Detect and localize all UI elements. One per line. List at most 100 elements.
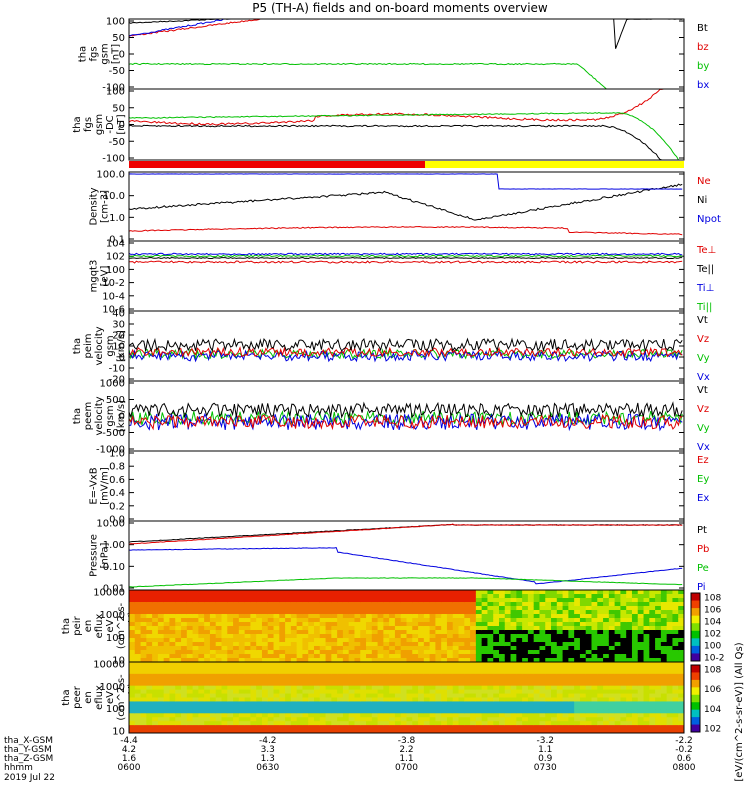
spectrogram-cell: [655, 709, 662, 714]
spectrogram-cell: [314, 677, 321, 683]
spectrogram-cell: [423, 634, 431, 639]
spectrogram-cell: [475, 642, 483, 647]
spectrogram-cell: [250, 622, 257, 627]
spectrogram-cell: [319, 705, 327, 710]
spectrogram-cell: [446, 598, 454, 603]
spectrogram-cell: [452, 598, 460, 603]
spectrogram-cell: [296, 685, 303, 691]
spectrogram-cell: [545, 650, 552, 655]
spectrogram-cell: [163, 618, 170, 623]
spectrogram-cell: [562, 717, 569, 722]
spectrogram-cell: [296, 654, 303, 659]
spectrogram-cell: [279, 669, 286, 675]
spectrogram-cell: [360, 622, 367, 627]
spectrogram-cell: [140, 701, 147, 706]
spectrogram-cell: [591, 697, 598, 702]
spectrogram-cell: [562, 697, 569, 702]
spectrogram-cell: [545, 622, 552, 627]
spectrogram-cell: [290, 689, 298, 695]
spectrogram-cell: [441, 713, 448, 718]
spectrogram-cell: [394, 630, 402, 635]
spectrogram-cell: [157, 594, 165, 599]
spectrogram-cell: [181, 642, 188, 647]
spectrogram-cell: [475, 654, 483, 659]
spectrogram-cell: [342, 638, 350, 643]
spectrogram-cell: [574, 590, 581, 595]
spectrogram-cell: [308, 634, 315, 639]
spectrogram-cell: [620, 654, 627, 659]
spectrogram-cell: [308, 697, 315, 702]
spectrogram-cell: [487, 697, 494, 702]
spectrogram-cell: [464, 626, 471, 631]
spectrogram-cell: [371, 705, 379, 710]
spectrogram-cell: [423, 677, 431, 683]
spectrogram-cell: [204, 665, 211, 671]
spectrogram-cell: [163, 673, 170, 679]
spectrogram-cell: [499, 709, 506, 714]
spectrogram-cell: [446, 614, 454, 619]
spectrogram-cell: [585, 717, 592, 722]
spectrogram-cell: [175, 717, 182, 722]
spectrogram-cell: [475, 721, 483, 726]
spectrogram-cell: [579, 669, 587, 675]
spectrogram-cell: [302, 665, 309, 671]
spectrogram-cell: [371, 729, 379, 734]
spectrogram-cell: [418, 594, 425, 599]
spectrogram-cell: [134, 594, 142, 599]
legend-ve-Vy: Vy: [697, 423, 710, 434]
spectrogram-cell: [626, 594, 633, 599]
spectrogram-cell: [371, 669, 379, 675]
spectrogram-cell: [279, 646, 286, 651]
spectrogram-cell: [163, 630, 170, 635]
spectrogram-cell: [649, 626, 656, 631]
spectrogram-cell: [631, 662, 639, 667]
spectrogram-cell: [198, 665, 205, 671]
spectrogram-cell: [314, 721, 321, 726]
spectrogram-cell: [637, 626, 645, 631]
spectrogram-cell: [238, 634, 246, 639]
spectrogram-cell: [527, 602, 535, 607]
spectrogram-cell: [400, 673, 407, 679]
spectrogram-cell: [655, 729, 662, 734]
spectrogram-cell: [209, 654, 217, 659]
legend-fgs-bx: bx: [697, 80, 709, 91]
spectrogram-cell: [389, 673, 396, 679]
spectrogram-cell: [360, 630, 367, 635]
spectrogram-cell: [389, 658, 396, 663]
spectrogram-cell: [354, 646, 361, 651]
spectrogram-cell: [400, 634, 407, 639]
spectrogram-cell: [400, 709, 407, 714]
spectrogram-cell: [204, 681, 211, 687]
spectrogram-cell: [186, 630, 194, 635]
spectrogram-cell: [256, 594, 263, 599]
spectrogram-cell: [140, 642, 147, 647]
spectrogram-cell: [510, 717, 517, 722]
spectrogram-cell: [209, 713, 217, 718]
spectrogram-cell: [366, 630, 373, 635]
spectrogram-cell: [204, 602, 211, 607]
spectrogram-cell: [412, 618, 419, 623]
spectrogram-cell: [470, 618, 477, 623]
spectrogram-cell: [446, 697, 454, 702]
spectrogram-cell: [383, 693, 390, 698]
spectrogram-cell: [568, 729, 575, 734]
spectrogram-cell: [539, 717, 546, 722]
spectrogram-cell: [146, 669, 153, 675]
spectrogram-cell: [325, 725, 332, 730]
spectrogram-cell: [204, 606, 211, 611]
spectrogram-cell: [215, 725, 222, 730]
spectrogram-cell: [163, 669, 170, 675]
spectrogram-cell: [412, 673, 419, 679]
spectrogram-cell: [302, 646, 309, 651]
spectrogram-cell: [134, 677, 142, 683]
spectrogram-cell: [441, 650, 448, 655]
spectrogram-cell: [394, 642, 402, 647]
spectrogram-cell: [175, 598, 182, 603]
spectrogram-cell: [186, 654, 194, 659]
spectrogram-cell: [204, 626, 211, 631]
spectrogram-cell: [244, 614, 251, 619]
spectrogram-cell: [209, 630, 217, 635]
spectrogram-cell: [418, 662, 425, 667]
spectrogram-cell: [470, 697, 477, 702]
y-tick-label: 1.00: [103, 540, 125, 551]
